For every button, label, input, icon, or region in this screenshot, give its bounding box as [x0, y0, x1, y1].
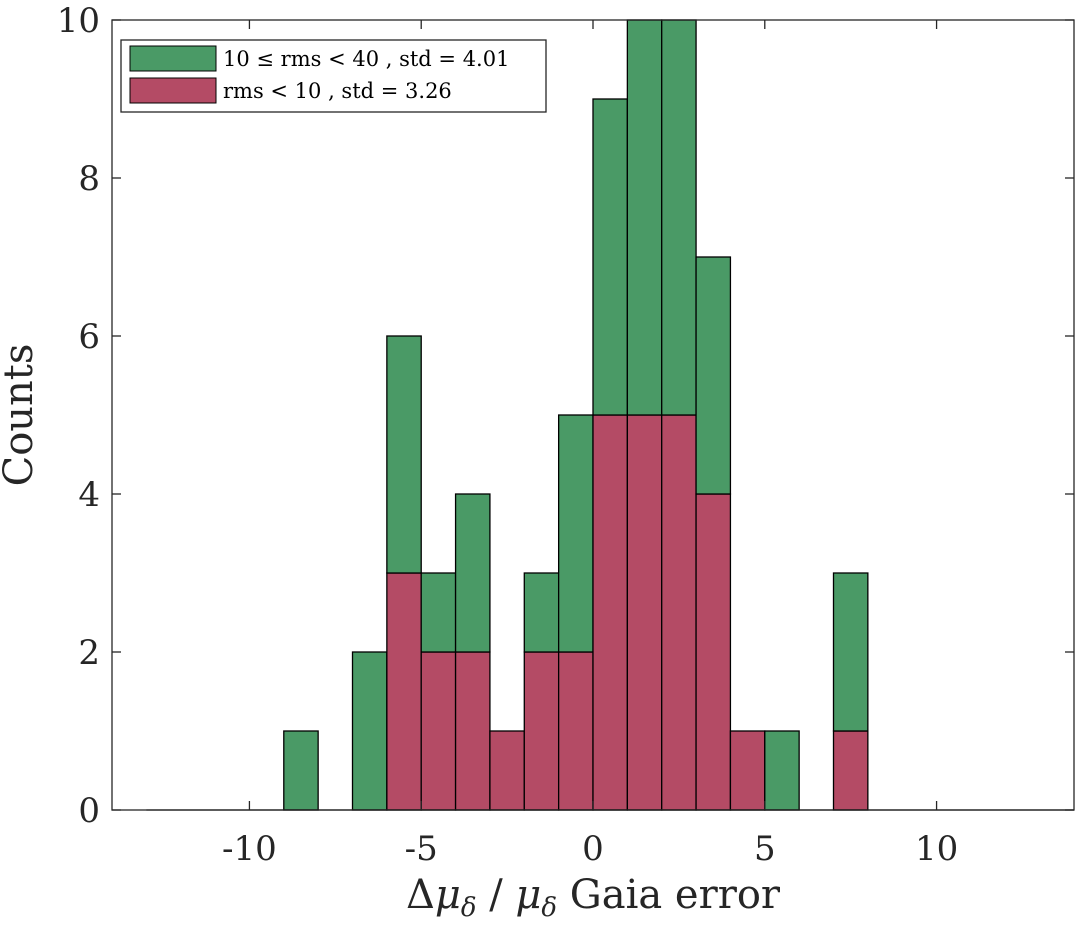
y-tick-label: 2	[78, 633, 100, 673]
y-tick-label: 8	[78, 159, 100, 199]
y-axis-label: Counts	[0, 344, 42, 487]
bar-red-bin-7	[832, 730, 869, 811]
bar-red-bin--6	[386, 572, 422, 811]
bar-green-bin--9	[283, 730, 319, 811]
bar-green-bin--1	[557, 414, 594, 653]
x-label-mu2: μ	[515, 872, 541, 918]
legend: 10 ≤ rms < 40 , std = 4.01 rms < 10 , st…	[120, 39, 547, 113]
x-tick-label: -5	[405, 829, 438, 869]
bar-green-bin-2	[661, 19, 697, 416]
bar-green-bin--2	[523, 572, 560, 653]
x-tick-label: 10	[915, 829, 958, 869]
x-axis-label: Δμδ / μδ Gaia error	[406, 872, 781, 923]
x-tick-label: -10	[222, 829, 277, 869]
bar-red-bin--3	[489, 730, 525, 811]
bars-group	[283, 19, 869, 811]
x-label-suffix: Gaia error	[557, 872, 781, 918]
bar-green-bin-3	[695, 256, 732, 495]
bar-red-bin-3	[695, 493, 732, 811]
bar-red-bin-0	[592, 414, 629, 811]
bar-green-bin--4	[454, 493, 491, 653]
bar-red-bin--2	[523, 651, 560, 811]
y-tick-label: 10	[57, 1, 100, 41]
bar-red-bin--1	[557, 651, 594, 811]
x-label-sub2: δ	[541, 893, 557, 923]
y-tick-label: 0	[78, 791, 100, 831]
bar-green-bin--7	[351, 651, 388, 811]
x-label-mu: μ	[435, 872, 461, 918]
bar-green-bin-5	[764, 730, 800, 811]
y-tick-label: 6	[78, 317, 100, 357]
bar-red-bin-4	[729, 730, 766, 811]
bar-green-bin-1	[626, 19, 663, 416]
x-label-slash: /	[476, 872, 515, 918]
legend-label-red: rms < 10 , std = 3.26	[223, 79, 452, 103]
axes-box	[111, 19, 1075, 811]
bar-green-bin-7	[832, 572, 869, 732]
x-tick-label: 0	[582, 829, 604, 869]
legend-label-green: 10 ≤ rms < 40 , std = 4.01	[223, 47, 509, 71]
legend-swatch-red	[129, 77, 217, 104]
bar-green-bin--5	[420, 572, 457, 653]
ticks-group: -10 -5 0 5 10 0 2 4 6 8 10	[57, 1, 1074, 869]
legend-swatch-green	[129, 45, 217, 72]
y-tick-label: 4	[78, 475, 100, 515]
x-label-delta: Δ	[406, 872, 435, 918]
x-label-sub: δ	[461, 893, 477, 923]
bar-red-bin--5	[420, 651, 457, 811]
bar-red-bin-1	[626, 414, 663, 811]
x-tick-label: 5	[754, 829, 776, 869]
bar-red-bin-2	[661, 414, 697, 811]
bar-green-bin--6	[386, 335, 422, 574]
bar-red-bin--4	[454, 651, 491, 811]
bar-green-bin-0	[592, 98, 629, 416]
